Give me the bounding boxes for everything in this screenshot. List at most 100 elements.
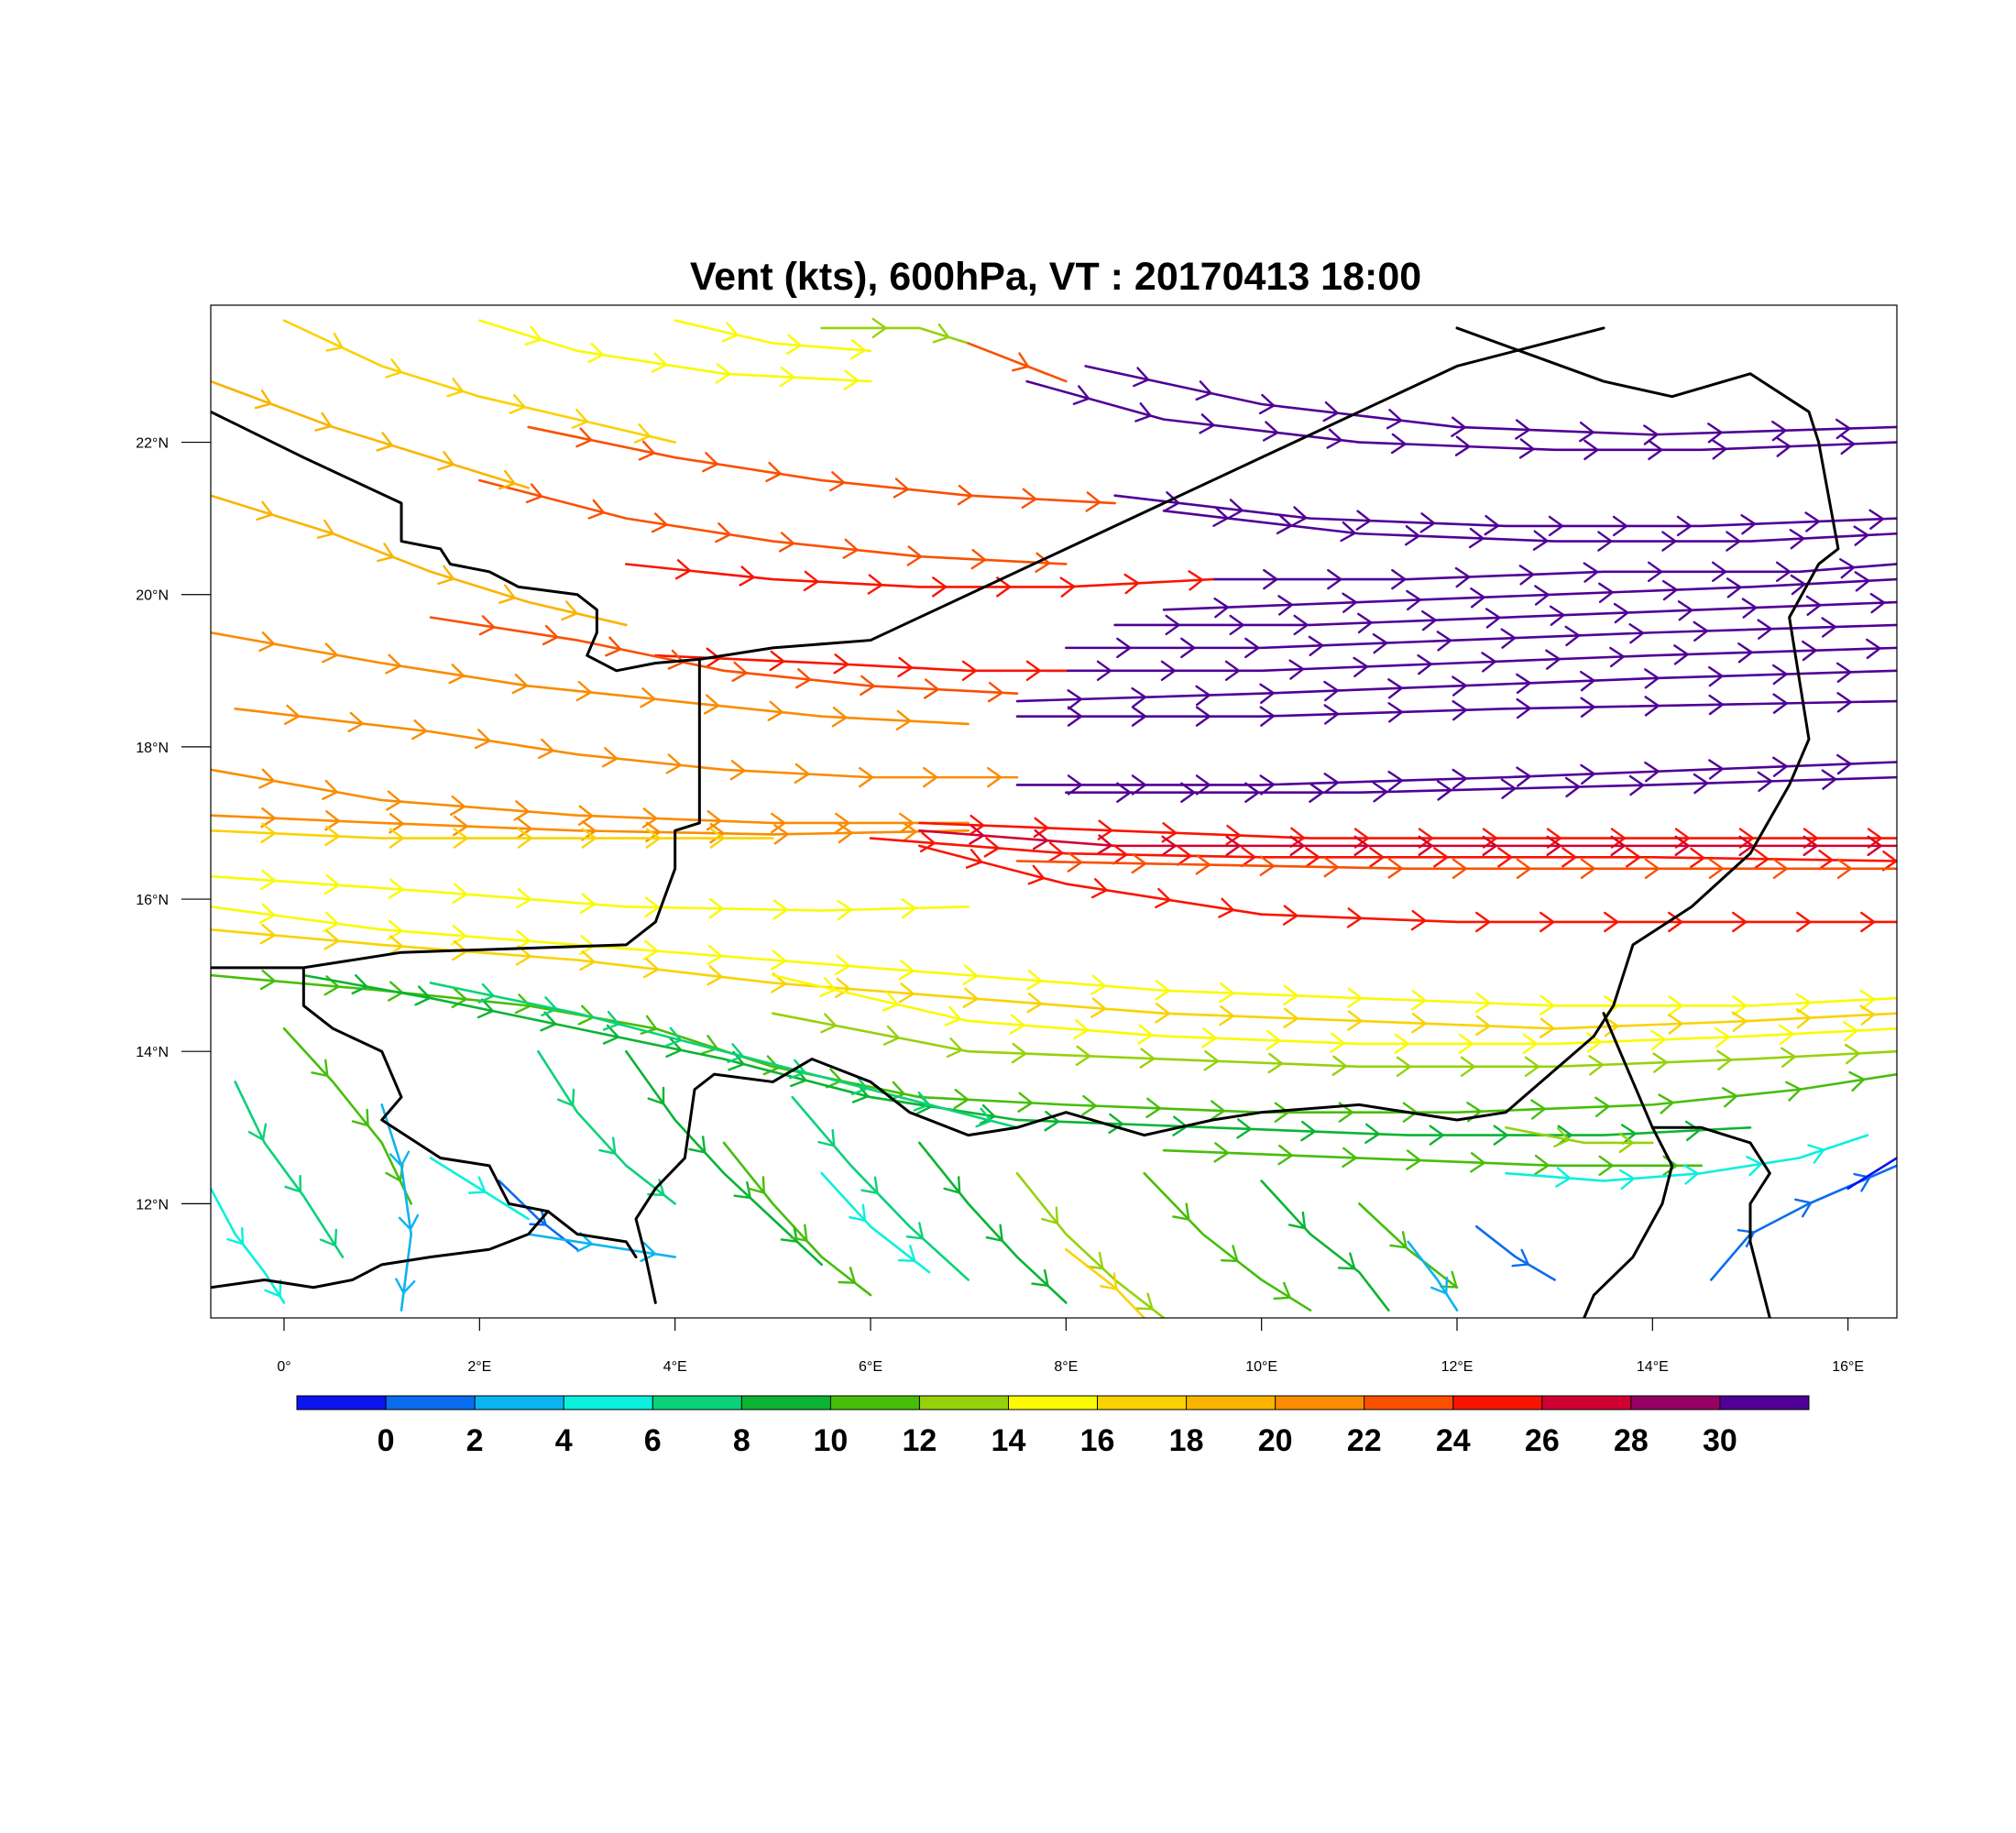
streamline-arrowhead: [794, 763, 810, 785]
streamline-arrowhead: [1676, 515, 1693, 537]
streamline-arrowhead: [1131, 852, 1147, 874]
streamline-arrowhead: [1327, 568, 1342, 590]
streamline-arrowhead: [1835, 418, 1851, 440]
lat-tick-label: 20°N: [136, 588, 169, 604]
lat-tick-label: 14°N: [136, 1045, 169, 1060]
streamline-arrowhead: [1288, 659, 1305, 680]
streamline-path: [211, 814, 970, 836]
streamline-arrowhead: [1096, 834, 1112, 855]
streamline: [211, 969, 1897, 1123]
streamline-arrowhead: [542, 624, 559, 646]
streamline-arrowhead: [509, 394, 526, 414]
streamline-arrowhead: [1047, 841, 1064, 862]
streamline-arrowhead: [1026, 970, 1043, 991]
streamline-arrowhead: [1836, 858, 1853, 880]
streamline-arrowhead: [1516, 673, 1531, 695]
colorbar-label: 22: [1347, 1423, 1382, 1458]
streamline-arrowhead: [1580, 858, 1596, 880]
streamline-path: [869, 837, 1897, 862]
streamline-arrowhead: [1155, 980, 1170, 1001]
streamline-path: [380, 1103, 412, 1312]
streamline-arrowhead: [389, 1150, 411, 1168]
streamline-arrowhead: [1775, 436, 1791, 457]
streamline-arrowhead: [767, 700, 783, 721]
streamline-arrowhead: [1711, 561, 1727, 582]
streamline-arrowhead: [833, 653, 849, 675]
streamline-path: [1065, 775, 1897, 795]
streamline-arrowhead: [819, 976, 837, 997]
streamline-path: [282, 319, 676, 444]
streamline-arrowhead: [1195, 685, 1211, 707]
streamline-arrowhead: [1674, 835, 1690, 857]
streamline-arrowhead: [1300, 1120, 1317, 1142]
streamline: [1211, 558, 1897, 590]
streamline-arrowhead: [644, 896, 660, 917]
streamline-arrowhead: [1172, 1202, 1190, 1221]
streamline-arrowhead: [1716, 1049, 1733, 1071]
streamline-arrowhead: [1515, 419, 1530, 440]
streamline-arrowhead: [1603, 1015, 1619, 1037]
streamline-arrowhead: [571, 409, 588, 429]
streamline-path: [1015, 761, 1897, 786]
streamline-arrowhead: [817, 1128, 836, 1147]
streamline-arrowhead: [779, 366, 795, 388]
streamline-arrowhead: [1789, 529, 1805, 550]
streamline-arrowhead: [385, 358, 403, 379]
streamline-arrowhead: [449, 795, 466, 817]
map-frame: [210, 304, 1898, 1319]
streamline-arrowhead: [1436, 631, 1452, 652]
streamline: [820, 317, 970, 345]
streamline-arrowhead: [1707, 423, 1723, 444]
streamline-arrowhead: [1534, 1154, 1550, 1176]
streamline-arrowhead: [1265, 1029, 1282, 1051]
streamline-arrowhead: [1693, 620, 1709, 642]
streamline-arrowhead: [1323, 856, 1340, 878]
streamline-arrowhead: [1836, 692, 1852, 713]
streamline-arrowhead: [1225, 835, 1241, 857]
streamline-arrowhead: [645, 828, 662, 849]
streamline: [918, 844, 1897, 933]
streamline-arrowhead: [283, 704, 301, 725]
streamline-arrowhead: [965, 849, 983, 869]
streamline-arrowhead: [715, 522, 731, 543]
streamline-arrowhead: [1545, 649, 1561, 670]
streamline-arrowhead: [226, 1226, 245, 1246]
streamline-arrowhead: [525, 483, 543, 504]
streamline-arrowhead: [834, 954, 850, 976]
streamline-arrowhead: [1293, 614, 1309, 636]
streamline-arrowhead: [1133, 367, 1150, 388]
streamline-arrowhead: [702, 452, 718, 473]
streamline-arrowhead: [514, 993, 531, 1015]
streamline-arrowhead: [1188, 570, 1204, 591]
streamline-arrowhead: [1410, 909, 1427, 931]
streamline-arrowhead: [897, 1245, 916, 1263]
streamline-arrowhead: [1650, 1029, 1666, 1050]
streamline-arrowhead: [708, 897, 724, 919]
streamline-arrowhead: [1259, 774, 1276, 796]
streamline-arrowhead: [790, 1067, 807, 1088]
streamline-arrowhead: [638, 440, 655, 461]
colorbar-label: 0: [378, 1423, 395, 1458]
streamline: [1162, 571, 1897, 619]
streamline-arrowhead: [386, 790, 402, 811]
streamline-arrowhead: [1213, 597, 1230, 619]
streamline-arrowhead: [1097, 819, 1113, 840]
streamline-arrowhead: [771, 949, 787, 971]
streamline: [1045, 638, 1897, 681]
streamline: [429, 982, 1019, 1129]
streamline-arrowhead: [1859, 989, 1876, 1011]
streamline-arrowhead: [579, 893, 597, 914]
streamline-arrowhead: [1258, 393, 1276, 415]
streamline-arrowhead: [1337, 1252, 1356, 1270]
streamline-arrowhead: [961, 660, 978, 681]
colorbar-swatch: [564, 1396, 653, 1410]
streamline: [1015, 851, 1897, 880]
streamline-arrowhead: [1618, 1169, 1636, 1191]
streamline-path: [772, 973, 1897, 1046]
streamline-arrowhead: [258, 768, 276, 789]
streamline-arrowhead: [1844, 1043, 1860, 1065]
streamline-arrowhead: [1866, 638, 1881, 660]
streamline-arrowhead: [1518, 565, 1535, 586]
streamline-arrowhead: [772, 899, 788, 920]
streamline-arrowhead: [1804, 511, 1821, 532]
